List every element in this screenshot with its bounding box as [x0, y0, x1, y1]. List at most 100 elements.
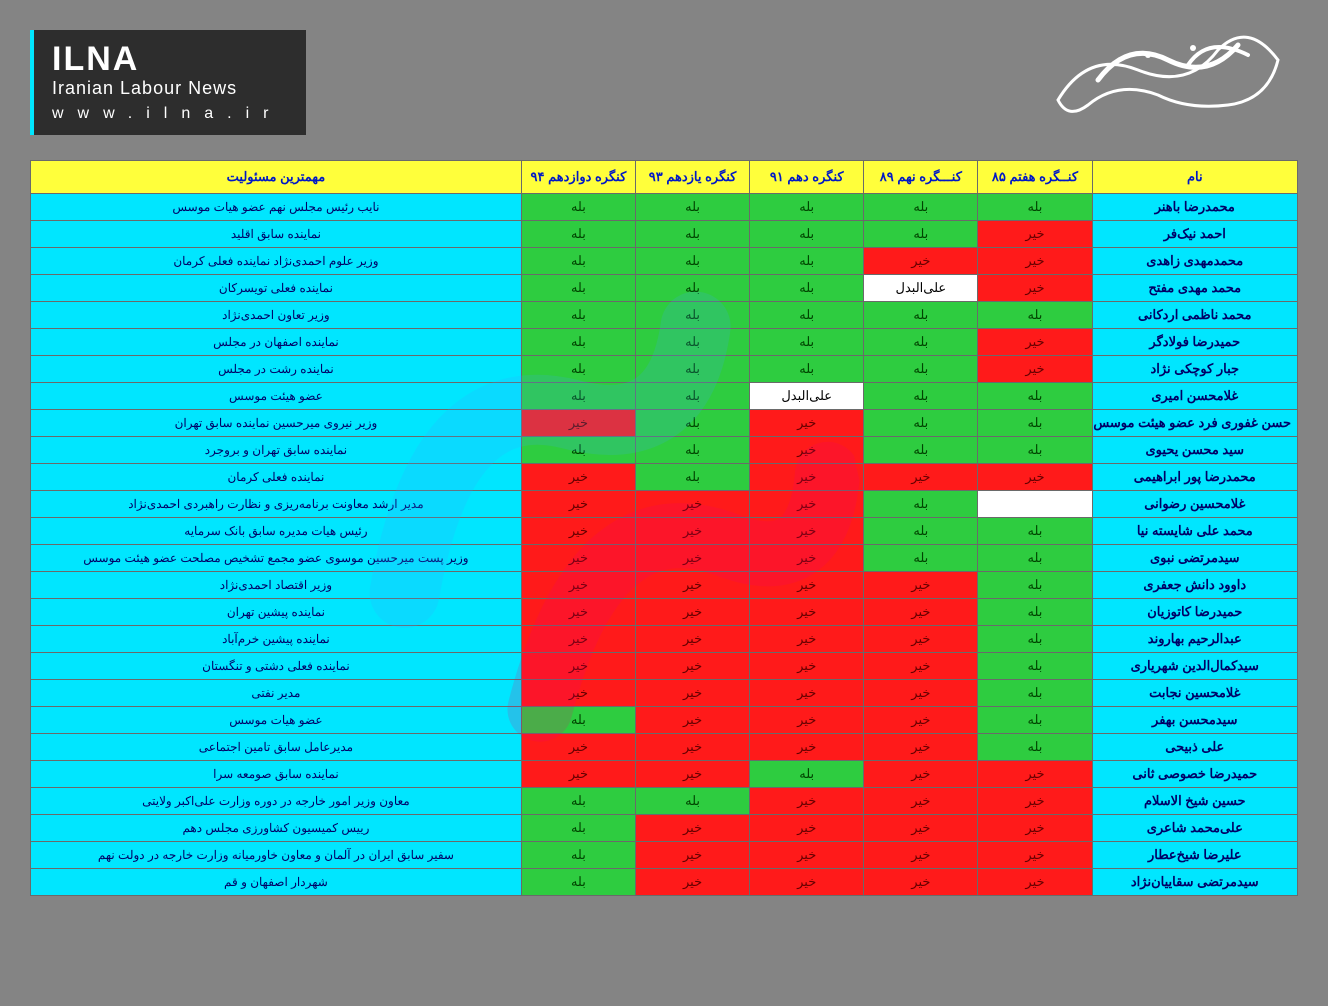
table-row: سیدمرتضی نبویبلهبلهخیرخیرخیروزیر پست میر…: [31, 545, 1298, 572]
column-header: کنگره یازدهم ۹۳: [635, 161, 749, 194]
column-header: کنگره دوازدهم ۹۴: [521, 161, 635, 194]
cell-congress: بله: [635, 329, 749, 356]
cell-congress: بله: [750, 194, 864, 221]
table-row: سیدکمال‌الدین شهریاریبلهخیرخیرخیرخیرنمای…: [31, 653, 1298, 680]
cell-role: شهردار اصفهان و قم: [31, 869, 522, 896]
cell-name: جبار کوچکی نژاد: [1092, 356, 1297, 383]
cell-name: سیدکمال‌الدین شهریاری: [1092, 653, 1297, 680]
cell-congress: خیر: [635, 761, 749, 788]
cell-congress: خیر: [635, 572, 749, 599]
cell-name: غلامحسین رضوانی: [1092, 491, 1297, 518]
cell-name: احمد نیک‌فر: [1092, 221, 1297, 248]
cell-congress: بله: [521, 437, 635, 464]
cell-congress: خیر: [521, 626, 635, 653]
cell-congress: خیر: [978, 464, 1092, 491]
cell-name: محمد علی شایسته نیا: [1092, 518, 1297, 545]
cell-congress: بله: [521, 302, 635, 329]
table-row: حسن غفوری فرد عضو هیئت موسسبلهبلهخیربلهخ…: [31, 410, 1298, 437]
cell-congress: بله: [864, 491, 978, 518]
cell-role: وزیر نیروی میرحسین نماینده سابق تهران: [31, 410, 522, 437]
cell-congress: خیر: [978, 248, 1092, 275]
cell-congress: بله: [750, 356, 864, 383]
table-head: نامکنــگره هفتم ۸۵کنـــگره نهم ۸۹کنگره د…: [31, 161, 1298, 194]
cell-congress: بله: [521, 329, 635, 356]
cell-congress: خیر: [978, 815, 1092, 842]
cell-congress: خیر: [635, 734, 749, 761]
cell-congress: خیر: [750, 680, 864, 707]
cell-congress: خیر: [635, 815, 749, 842]
cell-role: نماینده پیشین تهران: [31, 599, 522, 626]
cell-congress: بله: [521, 869, 635, 896]
cell-congress: بله: [978, 707, 1092, 734]
cell-congress: خیر: [864, 707, 978, 734]
cell-congress: خیر: [864, 761, 978, 788]
cell-congress: خیر: [864, 248, 978, 275]
cell-role: نماینده اصفهان در مجلس: [31, 329, 522, 356]
cell-congress: بله: [864, 194, 978, 221]
cell-name: محمدرضا باهنر: [1092, 194, 1297, 221]
cell-congress: خیر: [864, 653, 978, 680]
cell-congress: بله: [978, 194, 1092, 221]
cell-congress: خیر: [635, 869, 749, 896]
cell-congress: بله: [521, 842, 635, 869]
column-header: مهمترین مسئولیت: [31, 161, 522, 194]
cell-congress: خیر: [521, 572, 635, 599]
cell-congress: خیر: [750, 437, 864, 464]
cell-congress: بله: [864, 221, 978, 248]
column-header: کنــگره هفتم ۸۵: [978, 161, 1092, 194]
cell-role: نماینده فعلی کرمان: [31, 464, 522, 491]
cell-congress: بله: [635, 275, 749, 302]
cell-name: سیدمحسن بهفر: [1092, 707, 1297, 734]
cell-name: سیدمرتضی نبوی: [1092, 545, 1297, 572]
cell-congress: خیر: [978, 842, 1092, 869]
cell-congress: بله: [750, 221, 864, 248]
cell-role: نماینده سابق اقلید: [31, 221, 522, 248]
cell-role: نماینده سابق صومعه سرا: [31, 761, 522, 788]
cell-congress: بله: [635, 356, 749, 383]
cell-congress: خیر: [750, 626, 864, 653]
table-row: محمد مهدی مفتحخیرعلی‌البدلبلهبلهبلهنماین…: [31, 275, 1298, 302]
cell-congress: بله: [978, 410, 1092, 437]
cell-congress: بله: [864, 329, 978, 356]
cell-role: مدیرعامل سابق تامین اجتماعی: [31, 734, 522, 761]
cell-congress: بله: [864, 545, 978, 572]
table-row: غلامحسن امیریبلهبلهعلی‌البدلبلهبلهعضو هی…: [31, 383, 1298, 410]
table-row: حمیدرضا خصوصی ثانیخیرخیربلهخیرخیرنماینده…: [31, 761, 1298, 788]
cell-congress: خیر: [635, 653, 749, 680]
cell-congress: خیر: [635, 545, 749, 572]
cell-congress: خیر: [750, 815, 864, 842]
cell-congress: بله: [521, 383, 635, 410]
table-row: علی ذبیحیبلهخیرخیرخیرخیرمدیرعامل سابق تا…: [31, 734, 1298, 761]
cell-name: محمد مهدی مفتح: [1092, 275, 1297, 302]
cell-congress: بله: [521, 788, 635, 815]
cell-congress: بله: [635, 221, 749, 248]
cell-role: نماینده پیشین خرم‌آباد: [31, 626, 522, 653]
cell-name: علی ذبیحی: [1092, 734, 1297, 761]
cell-congress: بله: [978, 437, 1092, 464]
cell-congress: خیر: [521, 491, 635, 518]
cell-congress: خیر: [750, 788, 864, 815]
cell-congress: بله: [978, 383, 1092, 410]
cell-congress: بله: [978, 734, 1092, 761]
table-row: سید محسن یحیویبلهبلهخیربلهبلهنماینده ساب…: [31, 437, 1298, 464]
cell-name: عبدالرحیم بهاروند: [1092, 626, 1297, 653]
cell-congress: خیر: [864, 680, 978, 707]
cell-congress: بله: [864, 518, 978, 545]
logo-url: www.ilna.ir: [52, 105, 282, 123]
cell-congress: خیر: [635, 680, 749, 707]
cell-role: عضو هیات موسس: [31, 707, 522, 734]
cell-role: نماینده فعلی دشتی و تنگستان: [31, 653, 522, 680]
cell-congress: بله: [635, 248, 749, 275]
cell-name: محمدمهدی زاهدی: [1092, 248, 1297, 275]
cell-congress: بله: [978, 302, 1092, 329]
cell-name: علی‌محمد شاعری: [1092, 815, 1297, 842]
cell-congress: علی‌البدل: [750, 383, 864, 410]
cell-congress: خیر: [521, 518, 635, 545]
cell-congress: خیر: [635, 842, 749, 869]
cell-congress: خیر: [750, 842, 864, 869]
cell-role: نماینده فعلی تویسرکان: [31, 275, 522, 302]
cell-role: عضو هیئت موسس: [31, 383, 522, 410]
cell-congress: بله: [521, 221, 635, 248]
cell-name: غلامحسن امیری: [1092, 383, 1297, 410]
cell-congress: خیر: [864, 869, 978, 896]
